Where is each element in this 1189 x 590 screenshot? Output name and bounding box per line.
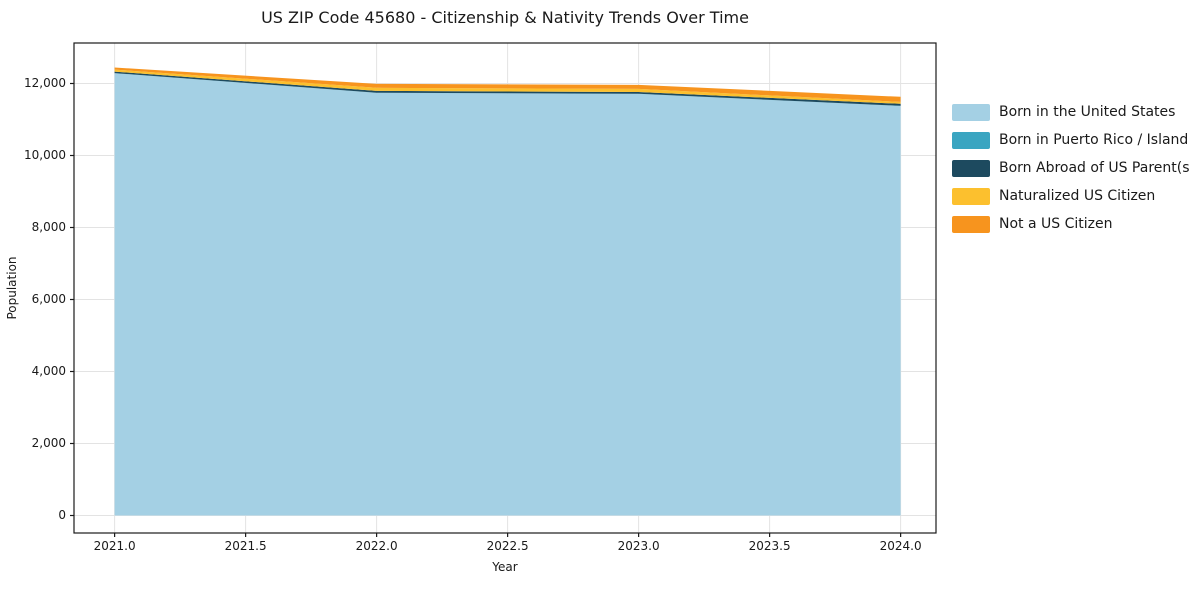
legend-swatch-icon xyxy=(952,159,990,177)
legend-item: Born Abroad of US Parent(s) xyxy=(952,154,1189,182)
y-tick-label: 4,000 xyxy=(31,363,66,378)
chart-title: US ZIP Code 45680 - Citizenship & Nativi… xyxy=(261,8,749,27)
legend-label: Not a US Citizen xyxy=(999,216,1113,232)
x-tick-label: 2022.0 xyxy=(355,539,398,553)
legend-label: Naturalized US Citizen xyxy=(999,188,1156,204)
y-tick-label: 6,000 xyxy=(31,291,66,306)
x-tick-label: 2023.0 xyxy=(617,539,660,553)
tick-marks xyxy=(70,82,902,537)
y-tick-label: 12,000 xyxy=(24,75,66,90)
y-tick-label: 0 xyxy=(58,507,66,522)
area-born-in-the-united-states xyxy=(114,73,901,516)
legend-label: Born Abroad of US Parent(s) xyxy=(999,160,1189,176)
legend-swatch-icon xyxy=(952,187,990,205)
legend-item: Born in the United States xyxy=(952,98,1189,126)
legend-swatch-icon xyxy=(952,131,990,149)
legend-item: Naturalized US Citizen xyxy=(952,182,1189,210)
x-axis-label: Year xyxy=(492,560,518,574)
y-tick-label: 10,000 xyxy=(24,147,66,162)
y-tick-label: 8,000 xyxy=(31,219,66,234)
x-tick-label: 2023.5 xyxy=(748,539,791,553)
x-tick-label: 2022.5 xyxy=(486,539,529,553)
legend-label: Born in Puerto Rico / Islands xyxy=(999,132,1189,148)
x-tick-label: 2021.5 xyxy=(224,539,267,553)
y-axis-label: Population xyxy=(5,256,19,320)
legend: Born in the United States Born in Puerto … xyxy=(952,98,1189,238)
stacked-areas xyxy=(114,67,901,516)
area-not-a-us-citizen xyxy=(114,67,901,102)
legend-label: Born in the United States xyxy=(999,104,1176,120)
x-tick-label: 2021.0 xyxy=(93,539,136,553)
legend-swatch-icon xyxy=(952,215,990,233)
legend-item: Born in Puerto Rico / Islands xyxy=(952,126,1189,154)
legend-item: Not a US Citizen xyxy=(952,210,1189,238)
legend-swatch-icon xyxy=(952,103,990,121)
x-tick-label: 2024.0 xyxy=(879,539,922,553)
axes-box xyxy=(73,42,937,534)
y-tick-label: 2,000 xyxy=(31,435,66,450)
